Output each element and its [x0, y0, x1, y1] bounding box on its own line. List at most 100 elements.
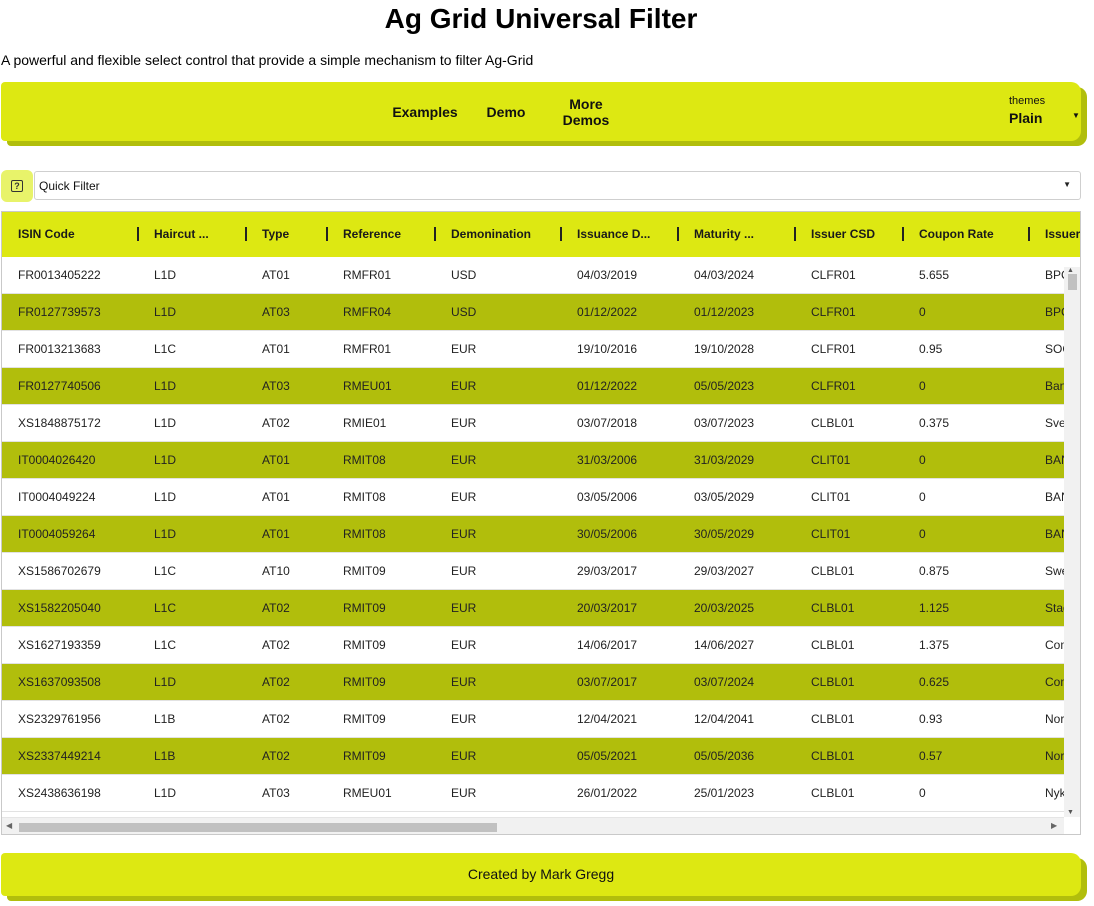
scroll-right-icon[interactable]: ▶ [1051, 821, 1058, 830]
table-cell[interactable]: 05/05/2023 [694, 379, 755, 393]
table-cell[interactable]: 04/03/2019 [577, 268, 638, 282]
column-resize-handle[interactable] [902, 227, 904, 241]
table-cell[interactable]: 01/12/2022 [577, 379, 638, 393]
table-cell[interactable]: EUR [451, 786, 477, 800]
chevron-down-icon[interactable]: ▼ [1072, 111, 1080, 120]
nav-examples-link[interactable]: Examples [392, 104, 458, 120]
table-row[interactable]: XS2329761956 L1B AT02 RMIT09 EUR 12/04/2021 12… [2, 701, 1064, 738]
table-cell[interactable]: L1B [154, 749, 176, 763]
table-cell[interactable]: CLBL01 [811, 712, 855, 726]
column-header[interactable]: Haircut ... [154, 227, 209, 241]
table-cell[interactable]: EUR [451, 564, 477, 578]
column-header[interactable]: Issuer [1045, 227, 1080, 241]
table-cell[interactable]: Nordea [1045, 749, 1064, 763]
table-cell[interactable]: 05/05/2036 [694, 749, 755, 763]
horizontal-scrollbar[interactable]: ◀ ▶ [2, 817, 1064, 834]
table-cell[interactable]: 05/05/2021 [577, 749, 638, 763]
table-cell[interactable]: AT02 [262, 416, 290, 430]
table-cell[interactable]: L1D [154, 268, 177, 282]
table-cell[interactable]: 20/03/2025 [694, 601, 755, 615]
horizontal-scroll-thumb[interactable] [19, 823, 497, 832]
table-cell[interactable]: CLBL01 [811, 601, 855, 615]
table-cell[interactable]: AT01 [262, 490, 290, 504]
column-resize-handle[interactable] [434, 227, 436, 241]
table-cell[interactable]: 29/03/2017 [577, 564, 638, 578]
table-cell[interactable]: FR0013405222 [18, 268, 101, 282]
table-cell[interactable]: 1.375 [919, 638, 950, 652]
table-cell[interactable]: 0 [919, 379, 926, 393]
table-cell[interactable]: 0.375 [919, 416, 950, 430]
table-cell[interactable]: RMIT09 [343, 564, 386, 578]
table-cell[interactable]: 03/07/2023 [694, 416, 755, 430]
table-cell[interactable]: CLBL01 [811, 564, 855, 578]
table-cell[interactable]: L1D [154, 305, 177, 319]
table-cell[interactable]: XS2438636198 [18, 786, 101, 800]
table-cell[interactable]: 5.655 [919, 268, 950, 282]
table-cell[interactable]: L1C [154, 342, 177, 356]
table-cell[interactable]: BANCA [1045, 527, 1064, 541]
table-cell[interactable]: RMIT09 [343, 638, 386, 652]
table-cell[interactable]: 19/10/2028 [694, 342, 755, 356]
table-cell[interactable]: L1D [154, 675, 177, 689]
table-cell[interactable]: RMIT09 [343, 712, 386, 726]
column-resize-handle[interactable] [560, 227, 562, 241]
table-row[interactable]: FR0127740506 L1D AT03 RMEU01 EUR 01/12/2022 05… [2, 368, 1064, 405]
vertical-scroll-thumb[interactable] [1068, 274, 1077, 290]
table-cell[interactable]: 0.875 [919, 564, 950, 578]
table-cell[interactable]: XS1586702679 [18, 564, 101, 578]
column-header[interactable]: Demonination [451, 227, 531, 241]
table-cell[interactable]: 04/03/2024 [694, 268, 755, 282]
table-cell[interactable]: RMEU01 [343, 379, 392, 393]
table-cell[interactable]: 0.95 [919, 342, 943, 356]
table-cell[interactable]: CLFR01 [811, 268, 856, 282]
table-cell[interactable]: RMIT09 [343, 675, 386, 689]
table-cell[interactable]: Commerzbank [1045, 675, 1064, 689]
table-cell[interactable]: RMEU01 [343, 786, 392, 800]
table-cell[interactable]: 30/05/2029 [694, 527, 755, 541]
table-cell[interactable]: RMFR01 [343, 342, 392, 356]
table-cell[interactable]: L1B [154, 712, 176, 726]
themes-select[interactable]: Plain [1009, 110, 1043, 126]
table-cell[interactable]: FR0127739573 [18, 305, 101, 319]
table-cell[interactable]: XS1582205040 [18, 601, 101, 615]
table-cell[interactable]: 03/07/2018 [577, 416, 638, 430]
table-cell[interactable]: CLIT01 [811, 453, 851, 467]
table-cell[interactable]: 03/07/2017 [577, 675, 638, 689]
column-header[interactable]: Issuance D... [577, 227, 651, 241]
table-cell[interactable]: Banque [1045, 379, 1064, 393]
table-cell[interactable]: AT01 [262, 527, 290, 541]
vertical-scrollbar[interactable]: ▲ ▼ [1064, 267, 1080, 817]
scroll-up-icon[interactable]: ▲ [1067, 267, 1074, 274]
table-cell[interactable]: 30/05/2006 [577, 527, 638, 541]
table-cell[interactable]: AT02 [262, 749, 290, 763]
table-cell[interactable]: CLFR01 [811, 305, 856, 319]
table-cell[interactable]: 0 [919, 305, 926, 319]
table-cell[interactable]: XS1637093508 [18, 675, 101, 689]
table-row[interactable]: XS1848875172 L1D AT02 RMIE01 EUR 03/07/2018 03… [2, 405, 1064, 442]
table-cell[interactable]: XS2329761956 [18, 712, 101, 726]
column-resize-handle[interactable] [1028, 227, 1030, 241]
table-cell[interactable]: 31/03/2029 [694, 453, 755, 467]
table-cell[interactable]: EUR [451, 527, 477, 541]
column-resize-handle[interactable] [326, 227, 328, 241]
table-cell[interactable]: L1D [154, 490, 177, 504]
table-row[interactable]: FR0013405222 L1D AT01 RMFR01 USD 04/03/2019 04… [2, 257, 1064, 294]
table-cell[interactable]: 12/04/2021 [577, 712, 638, 726]
table-cell[interactable]: 29/03/2027 [694, 564, 755, 578]
table-cell[interactable]: 0 [919, 490, 926, 504]
table-cell[interactable]: FR0013213683 [18, 342, 101, 356]
table-cell[interactable]: SOCIETE [1045, 342, 1064, 356]
table-cell[interactable]: 14/06/2027 [694, 638, 755, 652]
table-cell[interactable]: FR0127740506 [18, 379, 101, 393]
table-row[interactable]: XS1582205040 L1C AT02 RMIT09 EUR 20/03/2017 20… [2, 590, 1064, 627]
table-cell[interactable]: CLBL01 [811, 675, 855, 689]
table-row[interactable]: XS1637093508 L1D AT02 RMIT09 EUR 03/07/2017 03… [2, 664, 1064, 701]
table-cell[interactable]: EUR [451, 416, 477, 430]
table-cell[interactable]: L1C [154, 638, 177, 652]
table-cell[interactable]: 03/05/2029 [694, 490, 755, 504]
table-cell[interactable]: IT0004049224 [18, 490, 96, 504]
column-resize-handle[interactable] [137, 227, 139, 241]
column-header[interactable]: Reference [343, 227, 402, 241]
table-cell[interactable]: L1D [154, 379, 177, 393]
table-cell[interactable]: XS1627193359 [18, 638, 101, 652]
